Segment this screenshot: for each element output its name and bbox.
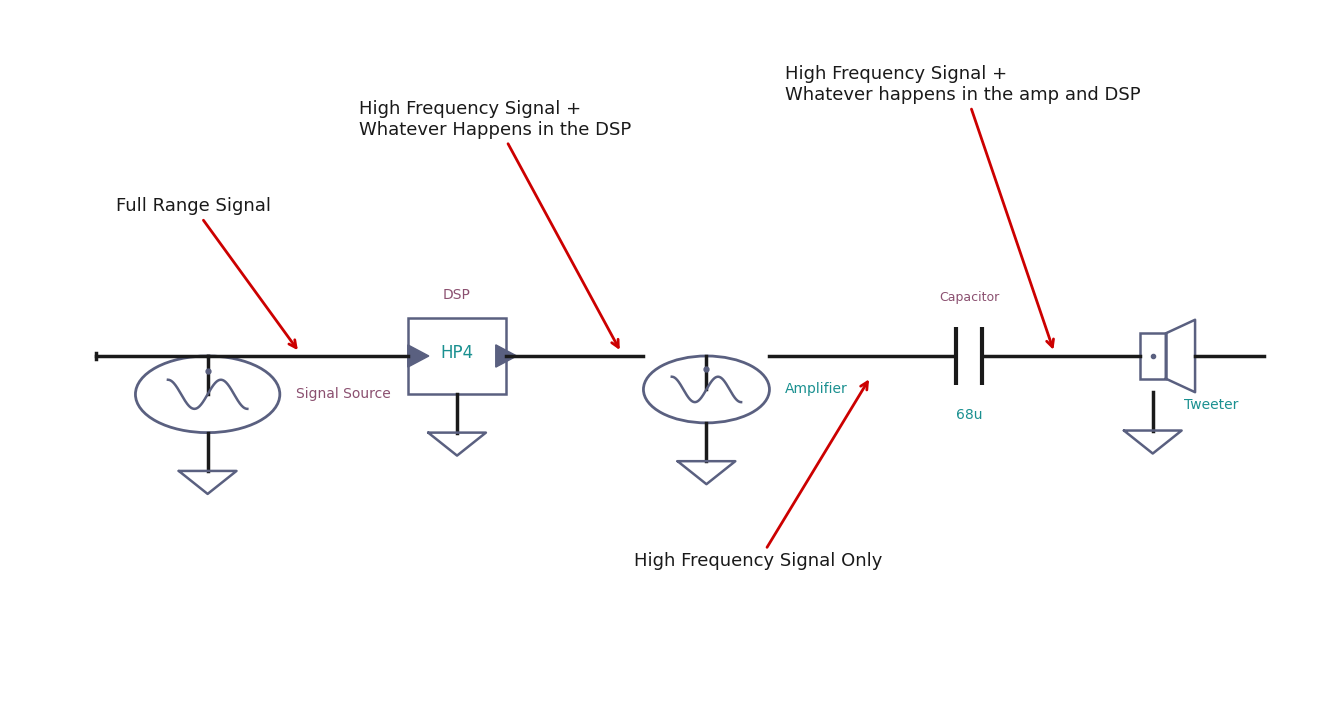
Text: High Frequency Signal Only: High Frequency Signal Only <box>634 382 882 570</box>
Bar <box>1140 333 1165 379</box>
Text: Tweeter: Tweeter <box>1184 398 1238 412</box>
Bar <box>408 318 506 394</box>
Text: Amplifier: Amplifier <box>785 382 848 396</box>
Text: 68u: 68u <box>955 408 983 422</box>
Polygon shape <box>495 345 517 367</box>
Text: Signal Source: Signal Source <box>296 387 390 401</box>
Text: DSP: DSP <box>443 288 472 302</box>
Polygon shape <box>408 345 429 367</box>
Text: Capacitor: Capacitor <box>939 290 999 304</box>
Text: High Frequency Signal +
Whatever Happens in the DSP: High Frequency Signal + Whatever Happens… <box>358 99 631 348</box>
Text: HP4: HP4 <box>440 343 474 362</box>
Text: High Frequency Signal +
Whatever happens in the amp and DSP: High Frequency Signal + Whatever happens… <box>785 65 1141 347</box>
Text: Full Range Signal: Full Range Signal <box>116 197 296 348</box>
